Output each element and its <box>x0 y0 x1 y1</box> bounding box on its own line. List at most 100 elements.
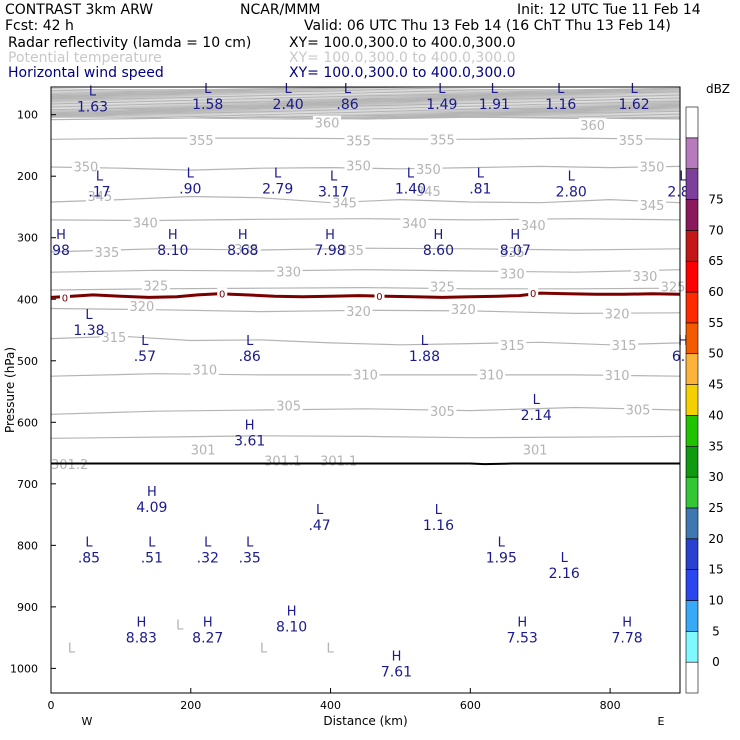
reflectivity-contour <box>50 291 681 299</box>
wind-extremum-value: .17 <box>88 185 110 201</box>
theta-contour-upper <box>50 97 681 101</box>
wind-extremum-value: .81 <box>469 181 491 197</box>
wind-max-marker: H <box>245 419 255 434</box>
wind-extremum-value: 3.17 <box>318 185 349 201</box>
wind-extremum-value: 2.14 <box>521 408 552 424</box>
theta-label: 320 <box>129 300 154 315</box>
y-tick-label: 500 <box>17 355 38 368</box>
theta-contour-upper <box>50 101 681 105</box>
valid-time: Valid: 06 UTC Thu 13 Feb 14 (16 ChT Thu … <box>304 18 671 34</box>
theta-label: 310 <box>353 368 378 383</box>
colorbar-label: 20 <box>708 532 723 546</box>
theta-label: 335 <box>339 244 364 259</box>
theta-label-bg <box>351 367 380 382</box>
theta-label-bg <box>624 402 653 417</box>
theta-label-bg <box>330 195 359 210</box>
field3-xy: XY= 100.0,300.0 to 400.0,300.0 <box>289 65 516 81</box>
wind-max-marker: H <box>325 228 335 243</box>
theta-label: 350 <box>416 163 441 178</box>
colorbar-swatch <box>685 260 699 293</box>
theta-small-label: 301.2 <box>51 458 88 473</box>
theta-label: 355 <box>619 134 644 149</box>
colorbar-label: 55 <box>708 316 723 330</box>
theta-contour-upper <box>50 104 681 108</box>
forecast-hour: Fcst: 42 h <box>5 18 74 34</box>
theta-label: 310 <box>479 368 504 383</box>
wind-min-marker: L <box>477 166 485 181</box>
wind-extremum-value: 1.95 <box>486 551 517 567</box>
theta-label-bg <box>617 132 646 147</box>
x-tick-label: 600 <box>460 699 481 712</box>
theta-label: 305 <box>276 400 301 415</box>
theta-contour-upper <box>50 111 681 115</box>
theta-label-bg <box>85 188 114 203</box>
theta-label: 305 <box>430 405 455 420</box>
reflectivity-label-bg <box>528 287 539 300</box>
colorbar-swatch <box>685 538 699 570</box>
wind-extremum-value: .86 <box>336 97 358 113</box>
theta-label-bg <box>141 278 170 293</box>
theta-label: 355 <box>430 133 455 148</box>
theta-label-bg <box>344 158 373 173</box>
wind-max-marker: H <box>622 616 632 631</box>
theta-contour-300 <box>50 435 681 439</box>
wind-extremum-value: 1.16 <box>545 97 576 113</box>
theta-label: 335 <box>500 246 525 261</box>
x-tick-label: 200 <box>180 699 201 712</box>
colorbar-swatch <box>685 384 699 416</box>
wind-extremum-value: 7.61 <box>381 664 412 680</box>
wind-extremum-value: 1.16 <box>423 518 454 534</box>
theta-label-bg <box>131 215 160 230</box>
wind-extremum-value: 7.78 <box>612 631 643 647</box>
theta-label-bg <box>498 266 527 281</box>
wind-max-marker: H <box>287 604 297 619</box>
reflectivity-label: 0 <box>530 289 536 300</box>
wind-extremum-value: .35 <box>239 551 261 567</box>
theta-label-bg <box>428 132 457 147</box>
theta-label: 350 <box>74 160 99 175</box>
wind-min-marker: L <box>148 536 156 551</box>
colorbar-title: dBZ <box>706 82 730 96</box>
theta-label-bg <box>337 243 366 258</box>
theta-label-bg <box>99 329 128 344</box>
y-tick-label: 600 <box>17 416 38 429</box>
theta-label-bg <box>313 115 342 130</box>
theta-label: 305 <box>626 403 651 418</box>
wind-min-marker: L <box>89 85 97 100</box>
theta-label: 340 <box>133 216 158 231</box>
colorbar-label: 50 <box>708 347 723 361</box>
wind-extremum-value: 1.40 <box>395 181 426 197</box>
x-tick-label: 0 <box>48 699 55 712</box>
theta-label: 325 <box>661 280 686 295</box>
colorbar-label: 10 <box>708 593 723 607</box>
wind-min-marker: L <box>176 619 184 634</box>
theta-contour-315 <box>50 335 681 346</box>
wind-extremum-value: .90 <box>179 181 201 197</box>
colorbar-label: 40 <box>708 408 723 422</box>
wind-extremum-value: 1.62 <box>619 97 650 113</box>
colorbar-swatch <box>685 631 699 663</box>
wind-extremum-value: 8.60 <box>423 243 454 259</box>
colorbar-label: 75 <box>708 193 723 207</box>
y-axis-label: Pressure (hPa) <box>3 347 17 433</box>
wind-min-marker: L <box>204 536 212 551</box>
theta-contour-330 <box>50 269 681 273</box>
theta-label: 350 <box>640 160 665 175</box>
colorbar-label: 25 <box>708 501 723 515</box>
colorbar-swatch <box>685 476 699 509</box>
wind-extremum-value: 4.09 <box>136 500 167 516</box>
colorbar-label: 45 <box>708 378 723 392</box>
reflectivity-label-bg <box>217 287 228 300</box>
wind-min-marker: L <box>246 334 254 349</box>
theta-small-label: 301 <box>191 443 216 458</box>
wind-extremum-value: 1.88 <box>409 349 440 365</box>
colorbar-label: 70 <box>708 223 723 237</box>
wind-min-marker: L <box>344 82 352 97</box>
theta-label: 340 <box>521 219 546 234</box>
theta-contour-upper <box>50 95 681 99</box>
wind-min-marker: L <box>246 536 254 551</box>
theta-contour-upper <box>50 99 681 103</box>
wind-extremum-value: 98 <box>52 243 70 259</box>
wind-min-marker: L <box>438 82 446 97</box>
theta-contour-upper <box>50 115 681 119</box>
